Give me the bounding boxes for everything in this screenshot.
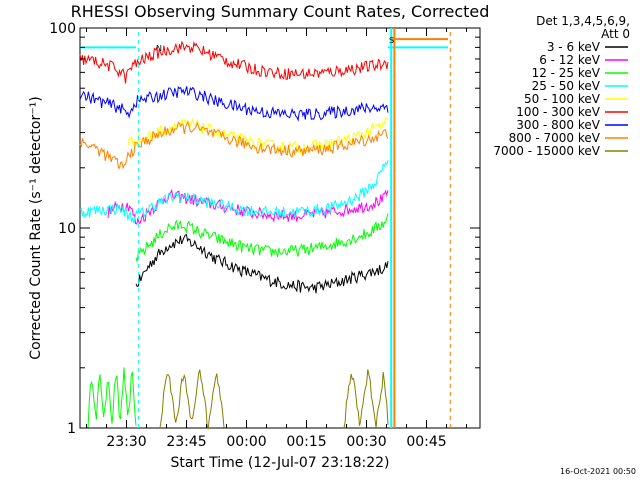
marker-layer — [137, 28, 451, 428]
aux-trace-1 — [87, 367, 137, 429]
legend-label-5: 100 - 300 keV — [516, 105, 600, 119]
legend-label-2: 12 - 25 keV — [532, 66, 601, 80]
generation-timestamp: 16-Oct-2021 00:50 — [560, 467, 636, 476]
legend-label-0: 3 - 6 keV — [547, 40, 601, 54]
data-layer — [79, 38, 448, 430]
legend-label-6: 300 - 800 keV — [516, 118, 600, 132]
series-line-8 — [343, 369, 389, 429]
x-tick-label: 00:00 — [226, 434, 266, 450]
detector-note: Det 1,3,4,5,6,9, — [536, 14, 630, 28]
x-tick-label: 00:45 — [406, 434, 446, 450]
legend-label-4: 50 - 100 keV — [524, 92, 601, 106]
legend-label-3: 25 - 50 keV — [532, 79, 601, 93]
x-tick-label: 23:30 — [106, 434, 146, 450]
series-line-5 — [79, 40, 389, 84]
series-line-7 — [79, 120, 389, 170]
series-line-1 — [107, 188, 389, 225]
series-line-4 — [127, 117, 389, 156]
y-tick-label: 1 — [67, 421, 76, 437]
y-axis-label: Corrected Count Rate (s⁻¹ detector⁻¹) — [28, 96, 44, 359]
x-tick-label: 00:15 — [286, 434, 326, 450]
legend-label-1: 6 - 12 keV — [539, 53, 601, 67]
legend-label-7: 800 - 7000 keV — [509, 131, 601, 145]
x-tick-label: 00:30 — [346, 434, 386, 450]
series-line-8 — [159, 369, 225, 430]
y-tick-label: 10 — [58, 221, 76, 237]
chart-title: RHESSI Observing Summary Count Rates, Co… — [71, 2, 490, 21]
x-tick-label: 23:45 — [166, 434, 206, 450]
series-line-2 — [135, 213, 389, 262]
attenuator-note: Att 0 — [601, 27, 630, 41]
plot-frame — [79, 27, 481, 429]
n-flag-label: N — [156, 44, 162, 53]
series-line-0 — [135, 233, 389, 294]
x-axis-label: Start Time (12-Jul-07 23:18:22) — [170, 455, 389, 471]
axis-layer: 23:30 23:45 00:00 00:15 00:30 00:45 1 10 100 — [49, 21, 480, 450]
series-line-6 — [79, 85, 389, 122]
series-line-3 — [79, 160, 389, 224]
s-flag-label: S — [389, 36, 394, 45]
y-tick-label: 100 — [49, 21, 76, 37]
legend-label-8: 7000 - 15000 keV — [493, 144, 600, 158]
